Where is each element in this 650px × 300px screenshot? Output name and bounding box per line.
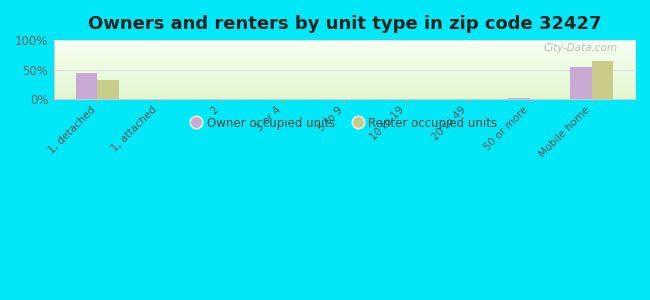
Bar	[75, 73, 98, 99]
Bar	[98, 80, 119, 99]
Bar	[570, 67, 592, 99]
Title: Owners and renters by unit type in zip code 32427: Owners and renters by unit type in zip c…	[88, 15, 601, 33]
Legend: Owner occupied units, Renter occupied units: Owner occupied units, Renter occupied un…	[187, 112, 502, 135]
Text: City-Data.com: City-Data.com	[543, 43, 618, 53]
Bar	[592, 61, 614, 99]
Bar	[508, 98, 530, 99]
